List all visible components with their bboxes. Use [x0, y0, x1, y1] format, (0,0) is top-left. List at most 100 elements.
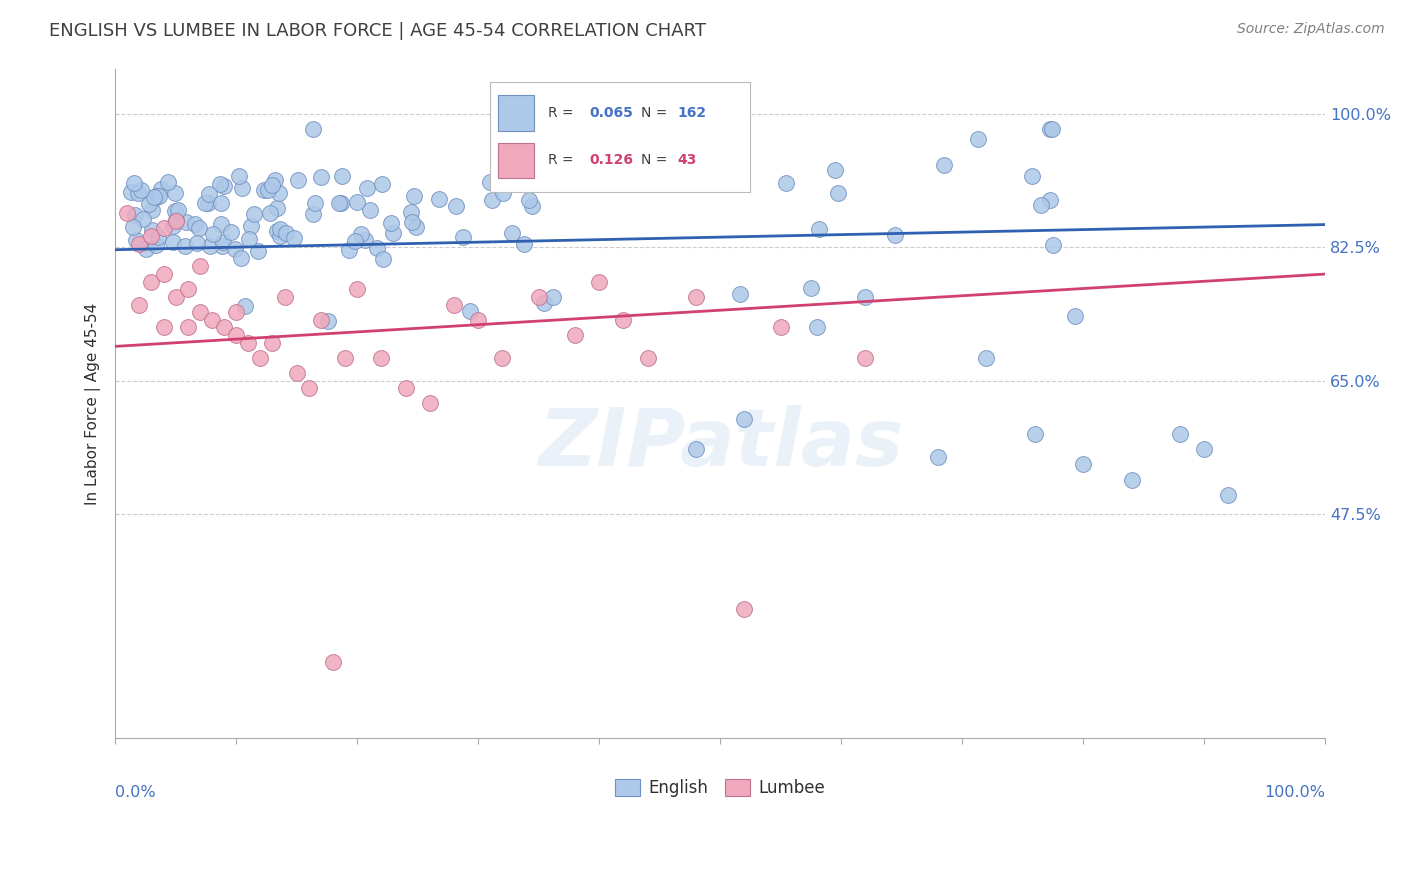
Point — [1121, 473, 1143, 487]
Point — [333, 351, 356, 365]
Point — [266, 202, 288, 216]
Point — [769, 320, 792, 334]
Point — [827, 186, 849, 201]
Point — [233, 300, 256, 314]
Point — [165, 214, 187, 228]
Point — [225, 328, 247, 343]
Point — [177, 282, 200, 296]
Point — [145, 188, 167, 202]
Point — [824, 163, 846, 178]
Point — [637, 351, 659, 365]
Point — [188, 220, 211, 235]
Point — [127, 186, 149, 201]
Point — [588, 275, 610, 289]
Point — [775, 177, 797, 191]
Point — [165, 204, 187, 219]
Point — [162, 235, 184, 250]
Point — [141, 275, 163, 289]
Point — [225, 305, 247, 319]
Point — [733, 411, 755, 425]
Point — [316, 314, 339, 328]
Point — [121, 220, 143, 235]
Point — [252, 183, 274, 197]
Point — [135, 242, 157, 256]
Point — [1218, 488, 1240, 502]
Point — [276, 226, 298, 240]
Point — [209, 177, 232, 191]
Point — [285, 366, 308, 380]
Point — [401, 215, 423, 229]
Point — [728, 287, 751, 301]
Point — [165, 186, 187, 200]
Point — [141, 223, 163, 237]
Point — [807, 222, 830, 236]
Point — [238, 335, 260, 350]
Point — [129, 183, 152, 197]
Point — [301, 122, 323, 136]
Point — [152, 267, 174, 281]
Point — [228, 169, 250, 183]
Point — [478, 175, 501, 189]
Text: ZIPatlas: ZIPatlas — [537, 405, 903, 483]
Point — [1040, 122, 1063, 136]
Point — [328, 196, 350, 211]
Point — [165, 213, 187, 227]
Point — [337, 243, 360, 257]
Point — [309, 312, 332, 326]
Point — [1192, 442, 1215, 457]
Point — [966, 132, 988, 146]
Point — [201, 312, 224, 326]
Point — [259, 205, 281, 219]
Point — [429, 192, 451, 206]
Point — [356, 180, 378, 194]
Point — [249, 351, 271, 365]
Point — [145, 190, 167, 204]
Point — [125, 234, 148, 248]
Point — [209, 196, 232, 211]
Point — [141, 229, 163, 244]
Point — [211, 217, 233, 231]
Point — [330, 196, 353, 211]
Point — [128, 297, 150, 311]
Point — [451, 230, 474, 244]
Point — [197, 195, 219, 210]
Point — [198, 238, 221, 252]
Point — [188, 260, 211, 274]
Point — [706, 152, 728, 166]
Point — [380, 216, 402, 230]
Point — [149, 182, 172, 196]
Point — [247, 244, 270, 258]
Point — [366, 241, 388, 255]
Point — [262, 335, 284, 350]
Point — [513, 237, 536, 252]
Point — [501, 226, 523, 240]
Point — [332, 169, 354, 184]
Point — [177, 320, 200, 334]
Point — [243, 206, 266, 220]
Point — [370, 351, 392, 365]
Point — [264, 173, 287, 187]
Point — [884, 227, 907, 242]
Point — [304, 196, 326, 211]
Point — [269, 229, 291, 244]
Y-axis label: In Labor Force | Age 45-54: In Labor Force | Age 45-54 — [86, 302, 101, 505]
Point — [167, 203, 190, 218]
Point — [202, 227, 225, 241]
Point — [269, 222, 291, 236]
Point — [143, 190, 166, 204]
Point — [492, 186, 515, 201]
Text: Source: ZipAtlas.com: Source: ZipAtlas.com — [1237, 22, 1385, 37]
Point — [120, 186, 142, 200]
Point — [283, 231, 305, 245]
Point — [194, 195, 217, 210]
Text: 0.0%: 0.0% — [115, 785, 156, 800]
Point — [1021, 169, 1043, 184]
Point — [685, 442, 707, 457]
Point — [198, 186, 221, 201]
Text: 100.0%: 100.0% — [1264, 785, 1324, 800]
Point — [1031, 198, 1053, 212]
Point — [322, 655, 344, 669]
Point — [733, 602, 755, 616]
Point — [419, 396, 441, 410]
Point — [346, 282, 368, 296]
